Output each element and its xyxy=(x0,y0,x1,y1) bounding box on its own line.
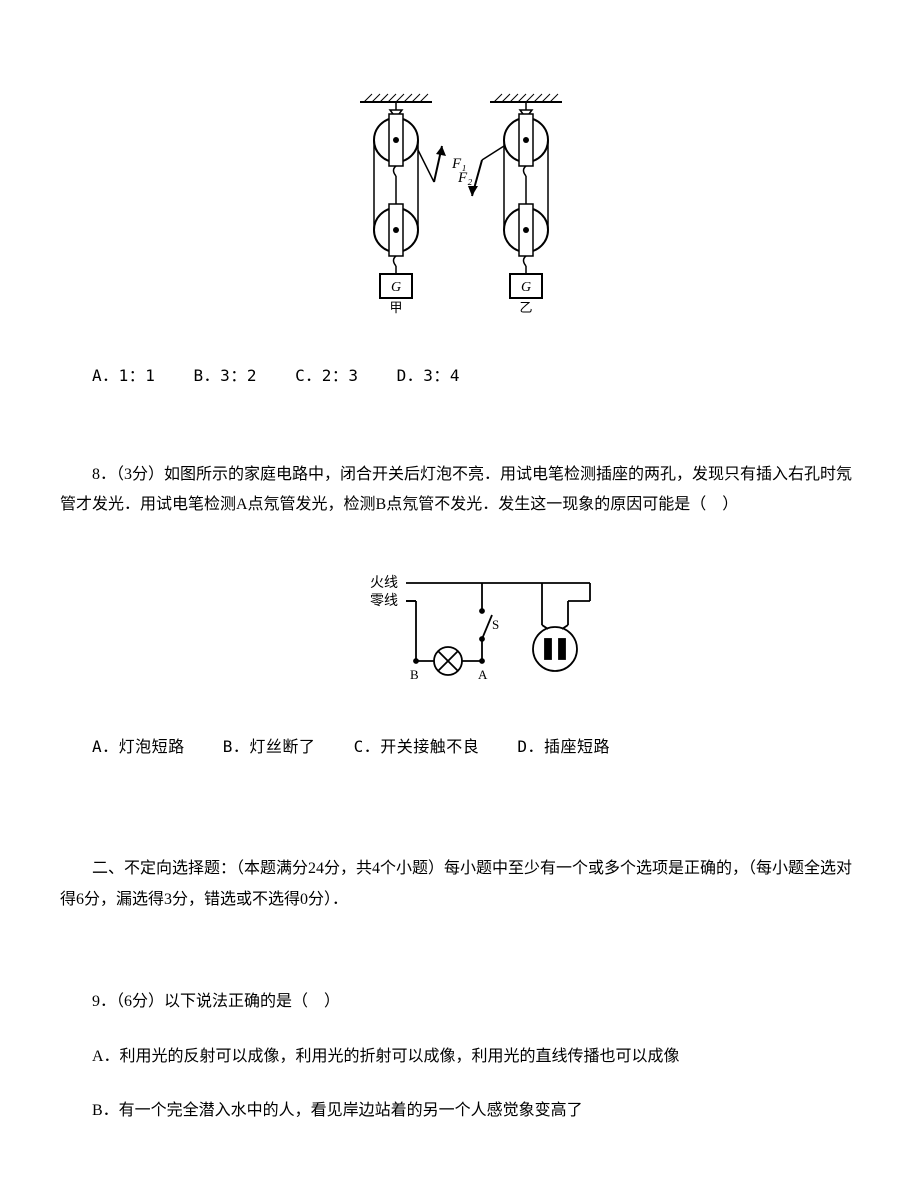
q9-option-b: B．有一个完全潜入水中的人，看见岸边站着的另一个人感觉象变高了 xyxy=(60,1096,860,1126)
q7-options: A．1：1 B．3：2 C．2：3 D．3：4 xyxy=(60,361,860,391)
svg-text:乙: 乙 xyxy=(519,300,532,315)
svg-text:火线: 火线 xyxy=(370,575,398,591)
q8-option-b: B．灯丝断了 xyxy=(223,737,316,756)
svg-text:零线: 零线 xyxy=(370,593,398,609)
q8-stem: 8．（3分）如图所示的家庭电路中，闭合开关后灯泡不亮．用试电笔检测插座的两孔，发… xyxy=(60,460,860,521)
circuit-figure: 火线 零线 B A S xyxy=(60,571,860,712)
q7-option-b: B．3：2 xyxy=(194,366,257,385)
svg-text:甲: 甲 xyxy=(389,300,402,315)
q7-option-c: C．2：3 xyxy=(295,366,358,385)
q9-option-a: A．利用光的反射可以成像，利用光的折射可以成像，利用光的直线传播也可以成像 xyxy=(60,1042,860,1072)
svg-text:G: G xyxy=(391,280,401,295)
q8-option-d: D．插座短路 xyxy=(517,737,610,756)
svg-text:A: A xyxy=(478,667,488,682)
q7-option-d: D．3：4 xyxy=(397,366,460,385)
q9-stem: 9．（6分）以下说法正确的是（ ） xyxy=(60,987,860,1017)
svg-text:S: S xyxy=(492,617,499,632)
pulley-figure: G 甲 F₁ xyxy=(60,90,860,341)
q7-option-a: A．1：1 xyxy=(92,366,155,385)
q8-option-a: A．灯泡短路 xyxy=(92,737,185,756)
q8-option-c: C．开关接触不良 xyxy=(354,737,480,756)
svg-text:F₂: F₂ xyxy=(457,170,472,186)
q8-options: A．灯泡短路 B．灯丝断了 C．开关接触不良 D．插座短路 xyxy=(60,732,860,762)
svg-text:G: G xyxy=(521,280,531,295)
section2-heading: 二、不定向选择题：（本题满分24分，共4个小题）每小题中至少有一个或多个选项是正… xyxy=(60,854,860,915)
svg-text:B: B xyxy=(410,667,419,682)
